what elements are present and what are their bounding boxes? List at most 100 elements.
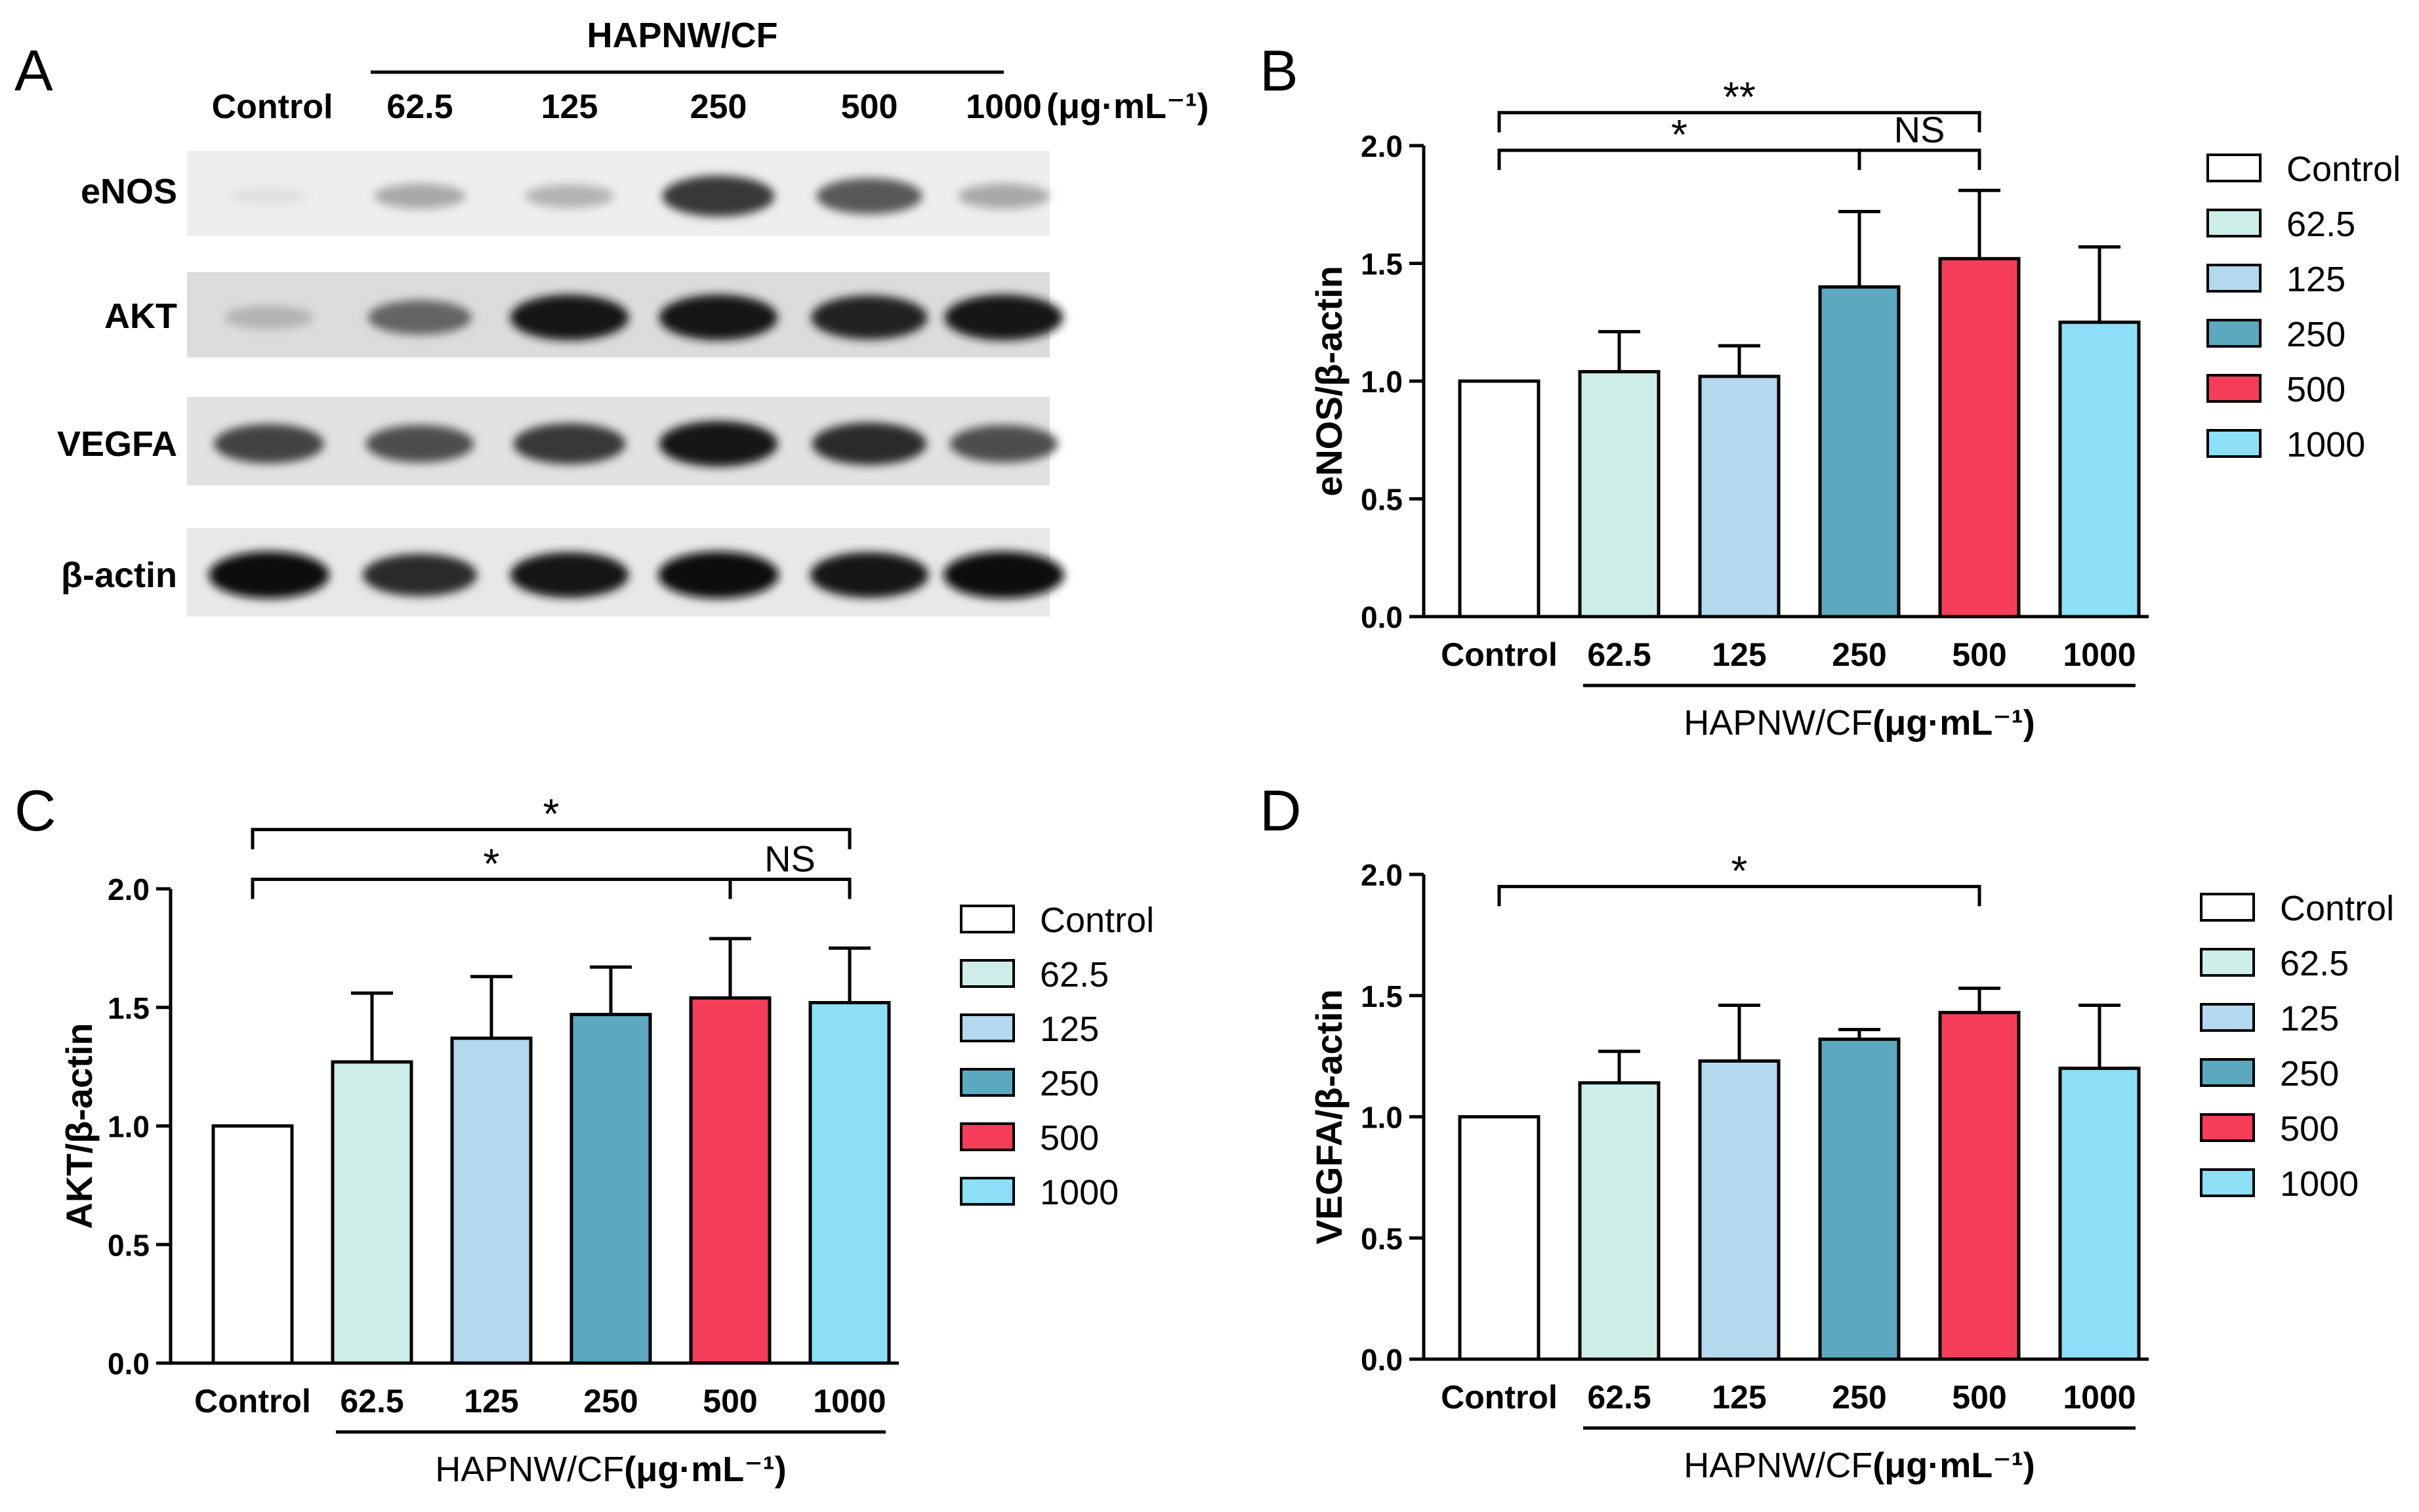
bar xyxy=(211,1124,294,1365)
x-tick-label: 125 xyxy=(464,1383,518,1420)
legend-swatch xyxy=(2206,264,2262,293)
blot-band xyxy=(525,184,614,208)
x-tick-label: 62.5 xyxy=(1587,1379,1651,1416)
panel-c-akt-chart: C 0.0 0.5 1.0 1.5 2.0 AKT/β-actin Control 62.5 12… xyxy=(14,778,1154,1489)
significance-label: * xyxy=(484,840,500,888)
panel-letter-a: A xyxy=(14,38,53,103)
blot-band xyxy=(374,183,466,209)
legend-swatch xyxy=(960,1177,1015,1206)
bar xyxy=(1578,1081,1661,1361)
y-tick-label: 0.0 xyxy=(108,1347,150,1381)
legend-label: 250 xyxy=(1040,1064,1099,1103)
legend-label: 500 xyxy=(1040,1118,1099,1158)
legend-label: 1000 xyxy=(2286,425,2365,464)
y-tick-label: 0.0 xyxy=(1361,600,1403,634)
bar xyxy=(1818,285,1901,619)
significance-label: * xyxy=(1731,847,1748,894)
legend-label: 125 xyxy=(2280,999,2339,1038)
legend-label: 500 xyxy=(2280,1109,2339,1149)
lane-label: Control xyxy=(212,88,333,126)
legend-label: 500 xyxy=(2286,370,2346,409)
y-tick-label: 0.0 xyxy=(1361,1343,1403,1377)
bar xyxy=(2058,320,2141,619)
legend-swatch xyxy=(2206,429,2262,458)
significance-label: * xyxy=(1671,111,1687,158)
x-tick-label: 62.5 xyxy=(1587,636,1651,673)
blot-band xyxy=(209,551,329,599)
blot-row-label: eNOS xyxy=(81,172,177,211)
bar xyxy=(1578,370,1661,619)
blot-row-label: VEGFA xyxy=(57,424,177,464)
legend-swatch xyxy=(2206,374,2262,403)
x-tick-label: 500 xyxy=(1952,636,2006,673)
legend-swatch xyxy=(2206,209,2262,237)
blot-band xyxy=(362,554,478,596)
blot-band xyxy=(658,551,779,599)
y-axis-label: eNOS/β-actin xyxy=(1308,266,1350,497)
bar xyxy=(1458,1115,1540,1361)
blot-band xyxy=(810,552,929,598)
legend-swatch xyxy=(2206,319,2262,348)
significance-bracket xyxy=(1497,884,1981,907)
significance-label: * xyxy=(543,790,560,838)
lane-label: 1000 xyxy=(966,88,1042,126)
lane-label: 250 xyxy=(690,88,747,126)
legend-swatch xyxy=(2200,948,2255,977)
legend-label: 1000 xyxy=(1040,1173,1119,1212)
x-tick-label: 125 xyxy=(1712,636,1766,673)
y-tick-label: 1.5 xyxy=(1361,247,1403,281)
significance-label: NS xyxy=(764,838,816,880)
panel-a-western-blot: A HAPNW/CF Control 62.5 125 250 500 1000 (μg·mL⁻… xyxy=(14,16,1209,617)
x-tick-label: 1000 xyxy=(813,1383,886,1420)
x-tick-label: Control xyxy=(194,1383,311,1420)
blot-band xyxy=(662,175,775,217)
y-tick-label: 1.0 xyxy=(108,1110,150,1144)
significance-bracket xyxy=(1497,111,1981,133)
legend-label: Control xyxy=(1040,901,1154,940)
bar xyxy=(331,1060,413,1365)
blot-band xyxy=(659,420,778,467)
blot-band xyxy=(659,295,778,340)
x-tick-label: 500 xyxy=(1952,1379,2006,1416)
legend-swatch xyxy=(2200,893,2255,922)
lane-label: 62.5 xyxy=(386,88,453,126)
legend-label: 250 xyxy=(2286,315,2346,354)
panel-letter: C xyxy=(14,778,56,843)
legend-label: 62.5 xyxy=(1040,955,1109,994)
x-tick-label: 62.5 xyxy=(340,1383,403,1420)
bar xyxy=(1698,375,1781,619)
legend-swatch xyxy=(2200,1168,2255,1197)
legend-swatch xyxy=(960,1068,1015,1097)
x-tick-label: 250 xyxy=(1832,636,1886,673)
group-label: HAPNW/CF xyxy=(587,16,778,55)
bar xyxy=(1938,256,2021,619)
bar xyxy=(1698,1059,1781,1361)
significance-bracket xyxy=(1857,148,1981,171)
blot-band xyxy=(958,183,1050,209)
bar xyxy=(1458,379,1540,619)
significance-bracket xyxy=(251,828,852,849)
legend-swatch xyxy=(2206,153,2262,182)
bar xyxy=(808,1001,891,1365)
legend-label: Control xyxy=(2280,889,2394,928)
blot-band xyxy=(944,295,1064,340)
panel-d-vegfa-chart: D 0.0 0.5 1.0 1.5 2.0 VEGFA/β-actin Control 62.5… xyxy=(1260,778,2394,1485)
y-tick-label: 2.0 xyxy=(1361,129,1403,163)
y-tick-label: 0.5 xyxy=(1361,483,1403,517)
legend-swatch xyxy=(960,1013,1015,1042)
legend-label: 250 xyxy=(2280,1054,2339,1093)
lane-label: 125 xyxy=(541,88,598,126)
x-tick-label: Control xyxy=(1441,1379,1558,1416)
legend-swatch xyxy=(2200,1113,2255,1142)
x-tick-label: 250 xyxy=(1832,1379,1886,1416)
panel-letter: D xyxy=(1260,778,1302,843)
x-tick-label: 1000 xyxy=(2063,1379,2136,1416)
blot-band xyxy=(510,295,629,340)
x-tick-label: Control xyxy=(1441,636,1558,673)
y-tick-label: 1.5 xyxy=(108,991,150,1025)
unit-label: (μg·mL⁻¹) xyxy=(1046,87,1209,126)
x-axis-label: HAPNW/CF(μg·mL⁻¹) xyxy=(1684,703,2035,743)
panel-letter: B xyxy=(1260,38,1298,103)
x-tick-label: 1000 xyxy=(2063,636,2136,673)
